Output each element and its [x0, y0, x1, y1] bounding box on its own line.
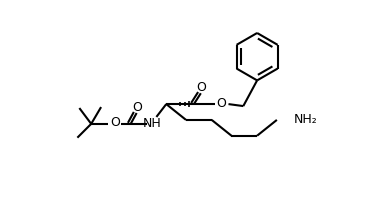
Text: O: O: [133, 101, 142, 114]
Text: O: O: [110, 116, 120, 129]
Text: NH₂: NH₂: [294, 113, 318, 126]
Text: O: O: [217, 97, 227, 110]
Text: NH: NH: [143, 117, 162, 130]
Text: O: O: [196, 81, 206, 94]
